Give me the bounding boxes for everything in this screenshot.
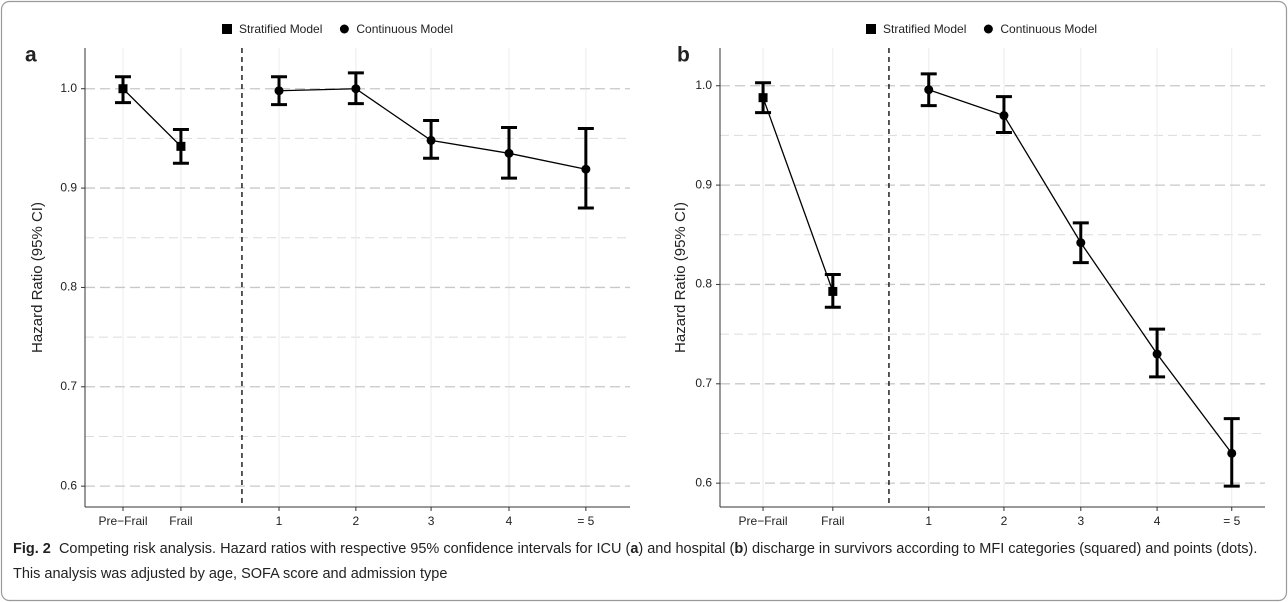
- legend-label: Stratified Model: [239, 22, 322, 36]
- legend-marker: [222, 24, 232, 34]
- point: [426, 135, 436, 145]
- legend-label: Stratified Model: [883, 22, 966, 36]
- caption: Fig. 2 Competing risk analysis. Hazard r…: [13, 537, 1275, 587]
- y-tick-label: 1.0: [695, 78, 712, 92]
- x-tick-label: = 5: [577, 514, 594, 528]
- point: [118, 84, 128, 94]
- point: [504, 148, 514, 158]
- y-axis-label: Hazard Ratio (95% CI): [672, 202, 689, 353]
- x-tick-label: Pre−Frail: [739, 514, 788, 528]
- y-tick-label: 0.7: [695, 376, 712, 390]
- point: [274, 86, 284, 96]
- panel-letter: a: [25, 44, 37, 67]
- point: [581, 164, 591, 174]
- y-tick-label: 0.9: [695, 177, 712, 191]
- caption-panel-ref: a: [630, 541, 639, 557]
- point: [351, 84, 361, 94]
- y-tick-label: 0.8: [60, 280, 77, 294]
- panel-letter: b: [677, 44, 690, 67]
- point: [1227, 448, 1237, 458]
- series-line: [122, 88, 182, 147]
- legend-marker: [866, 24, 876, 34]
- x-tick-label: Frail: [821, 514, 844, 528]
- x-tick-label: 2: [353, 514, 360, 528]
- x-tick-label: 4: [506, 514, 513, 528]
- x-tick-label: 4: [1154, 514, 1161, 528]
- legend-label: Continuous Model: [1000, 22, 1097, 36]
- legend-label: Continuous Model: [356, 22, 453, 36]
- y-tick-label: 0.6: [60, 478, 77, 492]
- x-tick-label: Pre−Frail: [98, 514, 147, 528]
- series-line: [762, 97, 834, 292]
- caption-text: ) discharge in survivors according to MF…: [13, 541, 1258, 582]
- y-tick-label: 0.8: [695, 277, 712, 291]
- point: [1152, 349, 1162, 359]
- x-tick-label: 2: [1001, 514, 1008, 528]
- y-tick-label: 0.6: [695, 475, 712, 489]
- x-tick-label: 3: [1077, 514, 1084, 528]
- x-tick-label: 1: [925, 514, 932, 528]
- point: [924, 85, 934, 95]
- legend-marker: [983, 24, 993, 34]
- point: [758, 93, 768, 103]
- caption-label: Fig. 2: [13, 541, 51, 557]
- legend-marker: [339, 24, 349, 34]
- y-tick-label: 0.9: [60, 180, 77, 194]
- y-axis-label: Hazard Ratio (95% CI): [29, 202, 46, 353]
- point: [999, 111, 1009, 121]
- caption-text: Competing risk analysis. Hazard ratios w…: [58, 541, 631, 557]
- x-tick-label: = 5: [1223, 514, 1240, 528]
- caption-text: ) and hospital (: [638, 541, 735, 557]
- series-line: [928, 89, 1233, 454]
- point: [176, 141, 186, 151]
- x-tick-label: 3: [428, 514, 435, 528]
- x-tick-label: 1: [276, 514, 283, 528]
- x-tick-label: Frail: [169, 514, 192, 528]
- y-tick-label: 1.0: [60, 81, 77, 95]
- y-tick-label: 0.7: [60, 379, 77, 393]
- caption-panel-ref: b: [734, 541, 744, 557]
- point: [1076, 238, 1086, 248]
- point: [828, 286, 838, 296]
